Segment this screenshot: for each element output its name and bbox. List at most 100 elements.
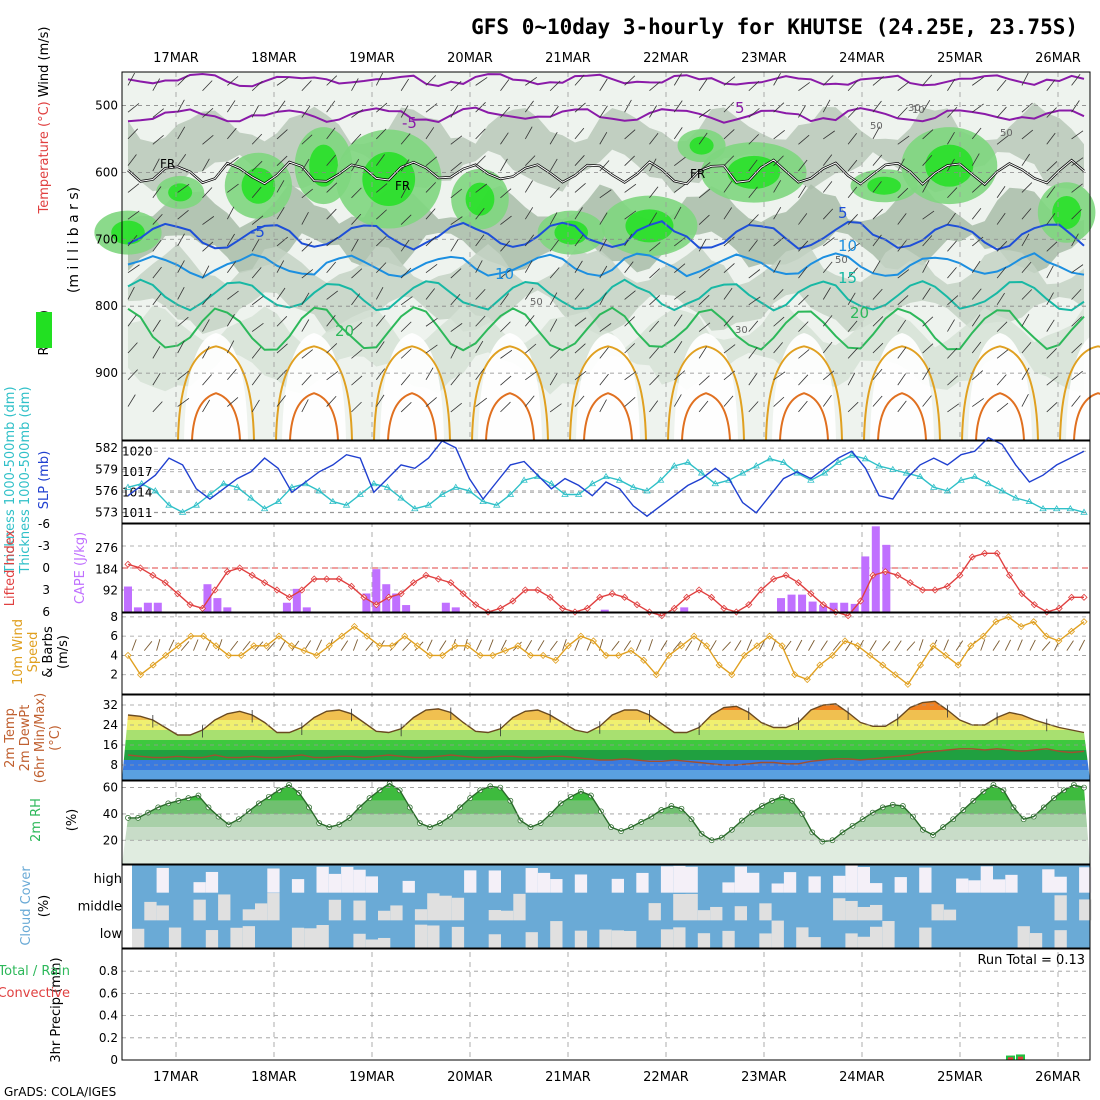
wind-barb — [276, 395, 286, 407]
wind-barb — [227, 127, 237, 140]
wind-barb — [425, 103, 438, 113]
wind-barb — [798, 240, 809, 252]
wind-barb — [226, 233, 235, 247]
wind-barb — [599, 105, 608, 118]
wind-barb — [624, 343, 636, 354]
cloud-cell — [771, 920, 784, 948]
wind-barb — [698, 268, 711, 279]
cloud-cell — [501, 910, 514, 921]
axis-label: 2m Temp — [3, 708, 18, 768]
cape-bar — [372, 569, 381, 612]
wind-barb — [1021, 102, 1033, 113]
cloud-cell — [919, 867, 932, 893]
wind-barb — [822, 154, 833, 166]
wind-barb — [177, 183, 190, 193]
date-tick-top: 20MAR — [447, 51, 493, 66]
wind-barb — [279, 640, 287, 651]
cloud-cell — [943, 909, 957, 921]
wind-barb — [276, 369, 288, 381]
wind-barb — [897, 400, 907, 413]
wind-barb — [500, 375, 512, 386]
wind-barb — [202, 319, 210, 332]
wind-barb — [773, 396, 785, 407]
wind-barb — [127, 369, 138, 381]
cape-bar — [292, 588, 301, 612]
wind-barb — [251, 238, 260, 252]
wind-barb — [500, 401, 511, 413]
wind-barb — [351, 238, 359, 252]
wind-barb — [400, 133, 411, 145]
wind-barb — [623, 640, 632, 651]
wind-barb — [475, 207, 485, 220]
wind-barb — [202, 265, 210, 279]
wind-barb — [251, 104, 260, 118]
wind-barb — [276, 343, 288, 354]
axis-label: Thickness 1000-500mb (dm) — [3, 386, 18, 574]
wind-barb — [291, 640, 300, 651]
wind-barb — [524, 100, 534, 113]
wind-barb — [649, 212, 658, 225]
wind-barb — [242, 640, 251, 651]
data-point — [656, 476, 665, 483]
wind-barb — [1046, 241, 1058, 252]
slp-ylabel: SLP (mb) — [37, 451, 52, 510]
wind-barb — [351, 293, 361, 306]
wind-barb — [1071, 209, 1082, 220]
cape-bar — [143, 602, 152, 612]
wind-barb — [685, 640, 693, 651]
wind-barb — [152, 214, 163, 225]
wind-barb — [624, 129, 636, 140]
cross-section-ylabel: RH (%)Temperature (°C)Wind (m/s)(m i l l… — [36, 27, 82, 355]
wind-barb — [301, 212, 309, 225]
wind-barb — [326, 182, 338, 193]
wind-barb — [352, 639, 359, 651]
cape-tick: 184 — [95, 562, 118, 576]
wind-barb — [897, 373, 906, 386]
wind-barb — [549, 105, 559, 118]
wind-barb — [152, 158, 160, 172]
wind-barb — [301, 269, 314, 279]
wind-barb — [649, 158, 657, 172]
isotherm-30 — [975, 392, 1025, 441]
wind-barb — [351, 187, 362, 199]
wind-barb — [326, 127, 336, 140]
wind-barb — [1046, 402, 1058, 413]
wind-barb — [226, 100, 236, 113]
cloud-row-label: low — [100, 927, 123, 942]
wind-barb — [660, 640, 668, 651]
wind-barb — [152, 266, 162, 279]
rh-contour-label: 50 — [870, 121, 883, 132]
wind-barb — [698, 78, 708, 91]
wind-barb — [723, 287, 733, 300]
wind-barb — [1021, 72, 1029, 86]
cloud-cell — [1029, 933, 1043, 948]
cloud-cell — [328, 899, 342, 921]
wind-barb — [847, 132, 857, 145]
wind-barb — [649, 295, 660, 306]
date-tick-top: 17MAR — [153, 51, 199, 66]
wind-barb — [649, 105, 657, 118]
wind-barb — [500, 158, 508, 172]
convective-bar — [1018, 1056, 1023, 1060]
tick-label: 40 — [103, 807, 118, 821]
lifted-index-ylabel: Lifted Index — [3, 529, 18, 606]
wind-barb — [574, 155, 585, 166]
cloud-cell — [291, 879, 305, 893]
wind-barb — [922, 154, 933, 166]
cloud-cell — [132, 928, 145, 948]
cape-bar — [213, 598, 222, 612]
wind-barb — [316, 639, 322, 651]
rh-contour — [465, 182, 495, 216]
wind-barb — [943, 639, 949, 651]
axis-label: (°C) — [48, 725, 63, 751]
wind-barb — [971, 127, 982, 140]
wind-barb — [202, 80, 213, 92]
wind-barb — [847, 214, 858, 225]
cloud-cell — [993, 879, 1006, 893]
wind-barb — [376, 209, 387, 220]
wind-barb — [971, 260, 981, 273]
wind-barb — [500, 132, 509, 145]
wind-barb — [698, 375, 710, 386]
wind-barb — [301, 158, 310, 172]
wind-barb — [425, 236, 437, 247]
